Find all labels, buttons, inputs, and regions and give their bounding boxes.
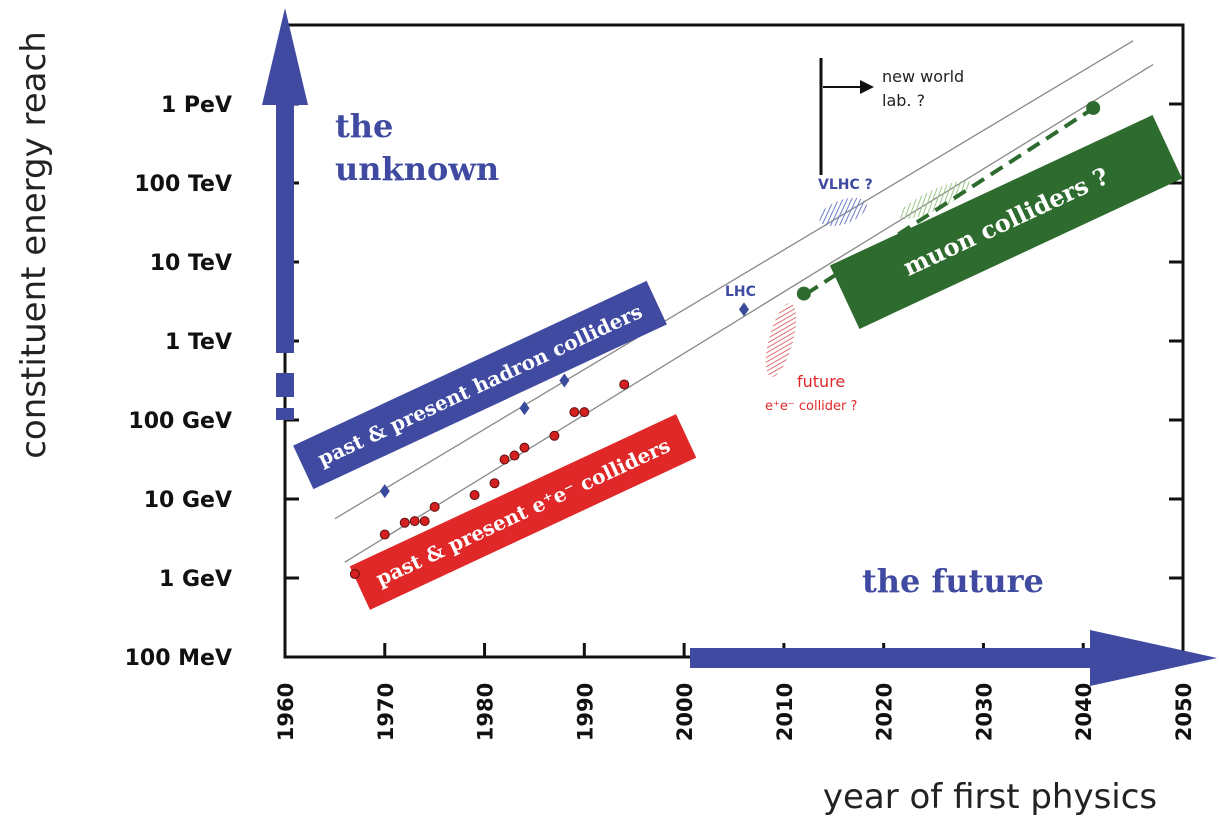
ee-point	[549, 430, 560, 441]
muon-point	[796, 286, 811, 301]
ee-point	[399, 517, 410, 528]
data-points	[349, 100, 1101, 580]
future-ee-region	[765, 303, 797, 377]
ee-point	[499, 454, 510, 465]
y-tick-label: 100 MeV	[125, 646, 232, 671]
hadron-point	[738, 302, 749, 317]
ee-point	[619, 379, 630, 390]
x-tick-label: 1970	[374, 683, 398, 741]
ee-point	[489, 478, 500, 489]
hadron-point	[519, 401, 530, 416]
ee-point	[579, 407, 590, 418]
x-tick-label: 2040	[1072, 683, 1096, 741]
x-tick-labels: 1960 1970 1980 1990 2000 2010 2020 2030 2040 2050	[274, 683, 1196, 741]
muon-banner: muon colliders ?	[829, 115, 1183, 329]
muon-point	[1086, 100, 1101, 115]
new-world-label-1: new world	[882, 67, 964, 86]
up-arrow-unknown	[262, 8, 308, 420]
unknown-label-1: the	[335, 107, 393, 145]
x-tick-label: 2030	[972, 683, 996, 741]
ee-point	[519, 442, 530, 453]
hadron-banner-text: past & present hadron colliders	[314, 299, 646, 471]
future-ee-label-2: e⁺e⁻ collider ?	[765, 399, 857, 414]
muon-region	[898, 180, 972, 220]
y-tick-label: 100 GeV	[128, 409, 232, 434]
ee-point	[429, 501, 440, 512]
new-world-arrowhead	[860, 80, 874, 94]
x-tick-label: 2010	[773, 683, 797, 741]
trend-lines	[334, 40, 1154, 563]
x-tick-label: 1960	[274, 683, 298, 741]
y-tick-label: 1 GeV	[159, 567, 232, 592]
future-ee-label-1: future	[797, 372, 845, 391]
y-tick-label: 1 PeV	[161, 93, 232, 118]
right-arrow-future	[690, 630, 1217, 686]
x-axis-label: year of first physics	[823, 777, 1157, 817]
new-world-label-2: lab. ?	[882, 91, 925, 110]
y-axis-label: constituent energy reach	[14, 31, 54, 459]
x-tick-label: 2020	[873, 683, 897, 741]
vlhc-region	[819, 197, 867, 227]
lhc-label: LHC	[725, 284, 756, 300]
ee-banner-text: past & present e⁺e⁻ colliders	[372, 433, 674, 591]
future-label: the future	[862, 562, 1044, 600]
unknown-label-2: unknown	[335, 150, 499, 188]
x-tick-label: 2000	[673, 683, 697, 741]
vlhc-label: VLHC ?	[818, 177, 873, 193]
trend-line	[334, 40, 1134, 520]
ee-point	[509, 450, 520, 461]
y-tick-label: 10 TeV	[150, 251, 232, 276]
ee-point	[349, 569, 360, 580]
y-tick-label: 100 TeV	[134, 172, 232, 197]
ee-point	[409, 516, 420, 527]
x-tick-label: 2050	[1172, 683, 1196, 741]
x-tick-label: 1980	[474, 683, 498, 741]
y-tick-labels: 100 MeV 1 GeV 10 GeV 100 GeV 1 TeV 10 TeV 100 …	[125, 93, 232, 671]
ee-point	[469, 490, 480, 501]
trend-line	[344, 63, 1154, 563]
ee-point	[419, 516, 430, 527]
x-tick-label: 1990	[573, 683, 597, 741]
hadron-point	[559, 373, 570, 388]
muon-projection-line	[804, 102, 1102, 296]
hadron-point	[379, 484, 390, 499]
ee-point	[569, 407, 580, 418]
y-tick-label: 1 TeV	[165, 330, 232, 355]
y-tick-label: 10 GeV	[144, 488, 232, 513]
ee-point	[379, 529, 390, 540]
